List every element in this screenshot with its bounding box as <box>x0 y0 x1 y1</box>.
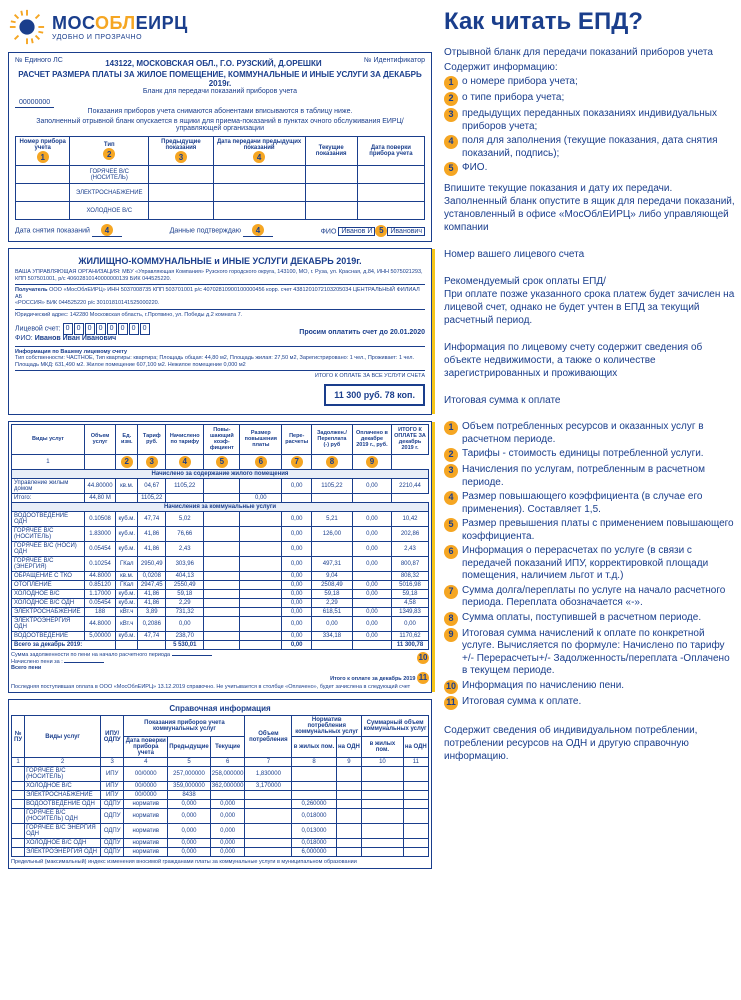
sec2-header: ЖИЛИЩНО-КОММУНАЛЬНЫЕ и ИНЫЕ УСЛУГИ ДЕКАБ… <box>15 256 425 266</box>
block5: Итоговая сумма к оплате <box>444 394 736 407</box>
signature-row: Дата снятия показаний 4 Данные подтвержд… <box>15 224 425 237</box>
pay-by: Просим оплатить счет до 20.01.2020 <box>299 329 425 336</box>
logo: МОСОБЛЕИРЦ УДОБНО И ПРОЗРАЧНО <box>8 8 432 46</box>
block2: Номер вашего лицевого счета <box>444 248 736 261</box>
page-title: Как читать ЕПД? <box>444 8 736 36</box>
total-amount: 11 300 руб. 78 коп. <box>324 384 425 406</box>
meter-table: Номер прибора учета1Тип2Предыдущие показ… <box>15 136 425 220</box>
brand-text: МОСОБЛЕИРЦ <box>52 13 188 34</box>
tagline: УДОБНО И ПРОЗРАЧНО <box>52 34 188 41</box>
reference-table: № ПУВиды услугИПУ/ОДПУПоказания приборов… <box>11 715 429 857</box>
account-number: 00000000 <box>15 98 54 108</box>
note1: Показания приборов учета снимаются абоне… <box>15 108 425 115</box>
ls-label: № Единого ЛС <box>15 57 63 70</box>
doc-title: РАСЧЕТ РАЗМЕРА ПЛАТЫ ЗА ЖИЛОЕ ПОМЕЩЕНИЕ,… <box>15 70 425 88</box>
block1-foot: Впишите текущие показания и дату их пере… <box>444 182 736 234</box>
block3: Рекомендуемый срок оплаты ЕПД/ При оплат… <box>444 275 736 327</box>
address: 143122, МОСКОВСКАЯ ОБЛ., Г.О. РУЗСКИЙ, Д… <box>105 59 321 68</box>
block7: Содержит сведения об индивидуальном потр… <box>444 724 736 763</box>
id-label: № Идентификатор <box>364 57 425 70</box>
block1-list: 1о номере прибора учета;2о типе прибора … <box>444 76 736 176</box>
section-meter-form: № Единого ЛС 143122, МОСКОВСКАЯ ОБЛ., Г.… <box>8 52 432 242</box>
sun-icon <box>8 8 46 46</box>
note2: Заполненный отрывной бланк опускается в … <box>15 118 425 132</box>
doc-subtitle: Бланк для передачи показаний приборов уч… <box>15 88 425 95</box>
block6-list: 1Объем потребленных ресурсов и оказанных… <box>444 421 736 710</box>
account-boxes: 00000000 <box>63 323 150 335</box>
section-account-info: ЖИЛИЩНО-КОММУНАЛЬНЫЕ и ИНЫЕ УСЛУГИ ДЕКАБ… <box>8 248 432 415</box>
services-table: Виды услугОбъем услугЕд. изм.Тариф руб.Н… <box>11 424 429 650</box>
section-services: Виды услугОбъем услугЕд. изм.Тариф руб.Н… <box>8 421 432 693</box>
block1-intro: Отрывной бланк для передачи показаний пр… <box>444 46 736 59</box>
block4: Информация по лицевому счету содержит св… <box>444 341 736 380</box>
section-reference: Справочная информация № ПУВиды услугИПУ/… <box>8 699 432 869</box>
